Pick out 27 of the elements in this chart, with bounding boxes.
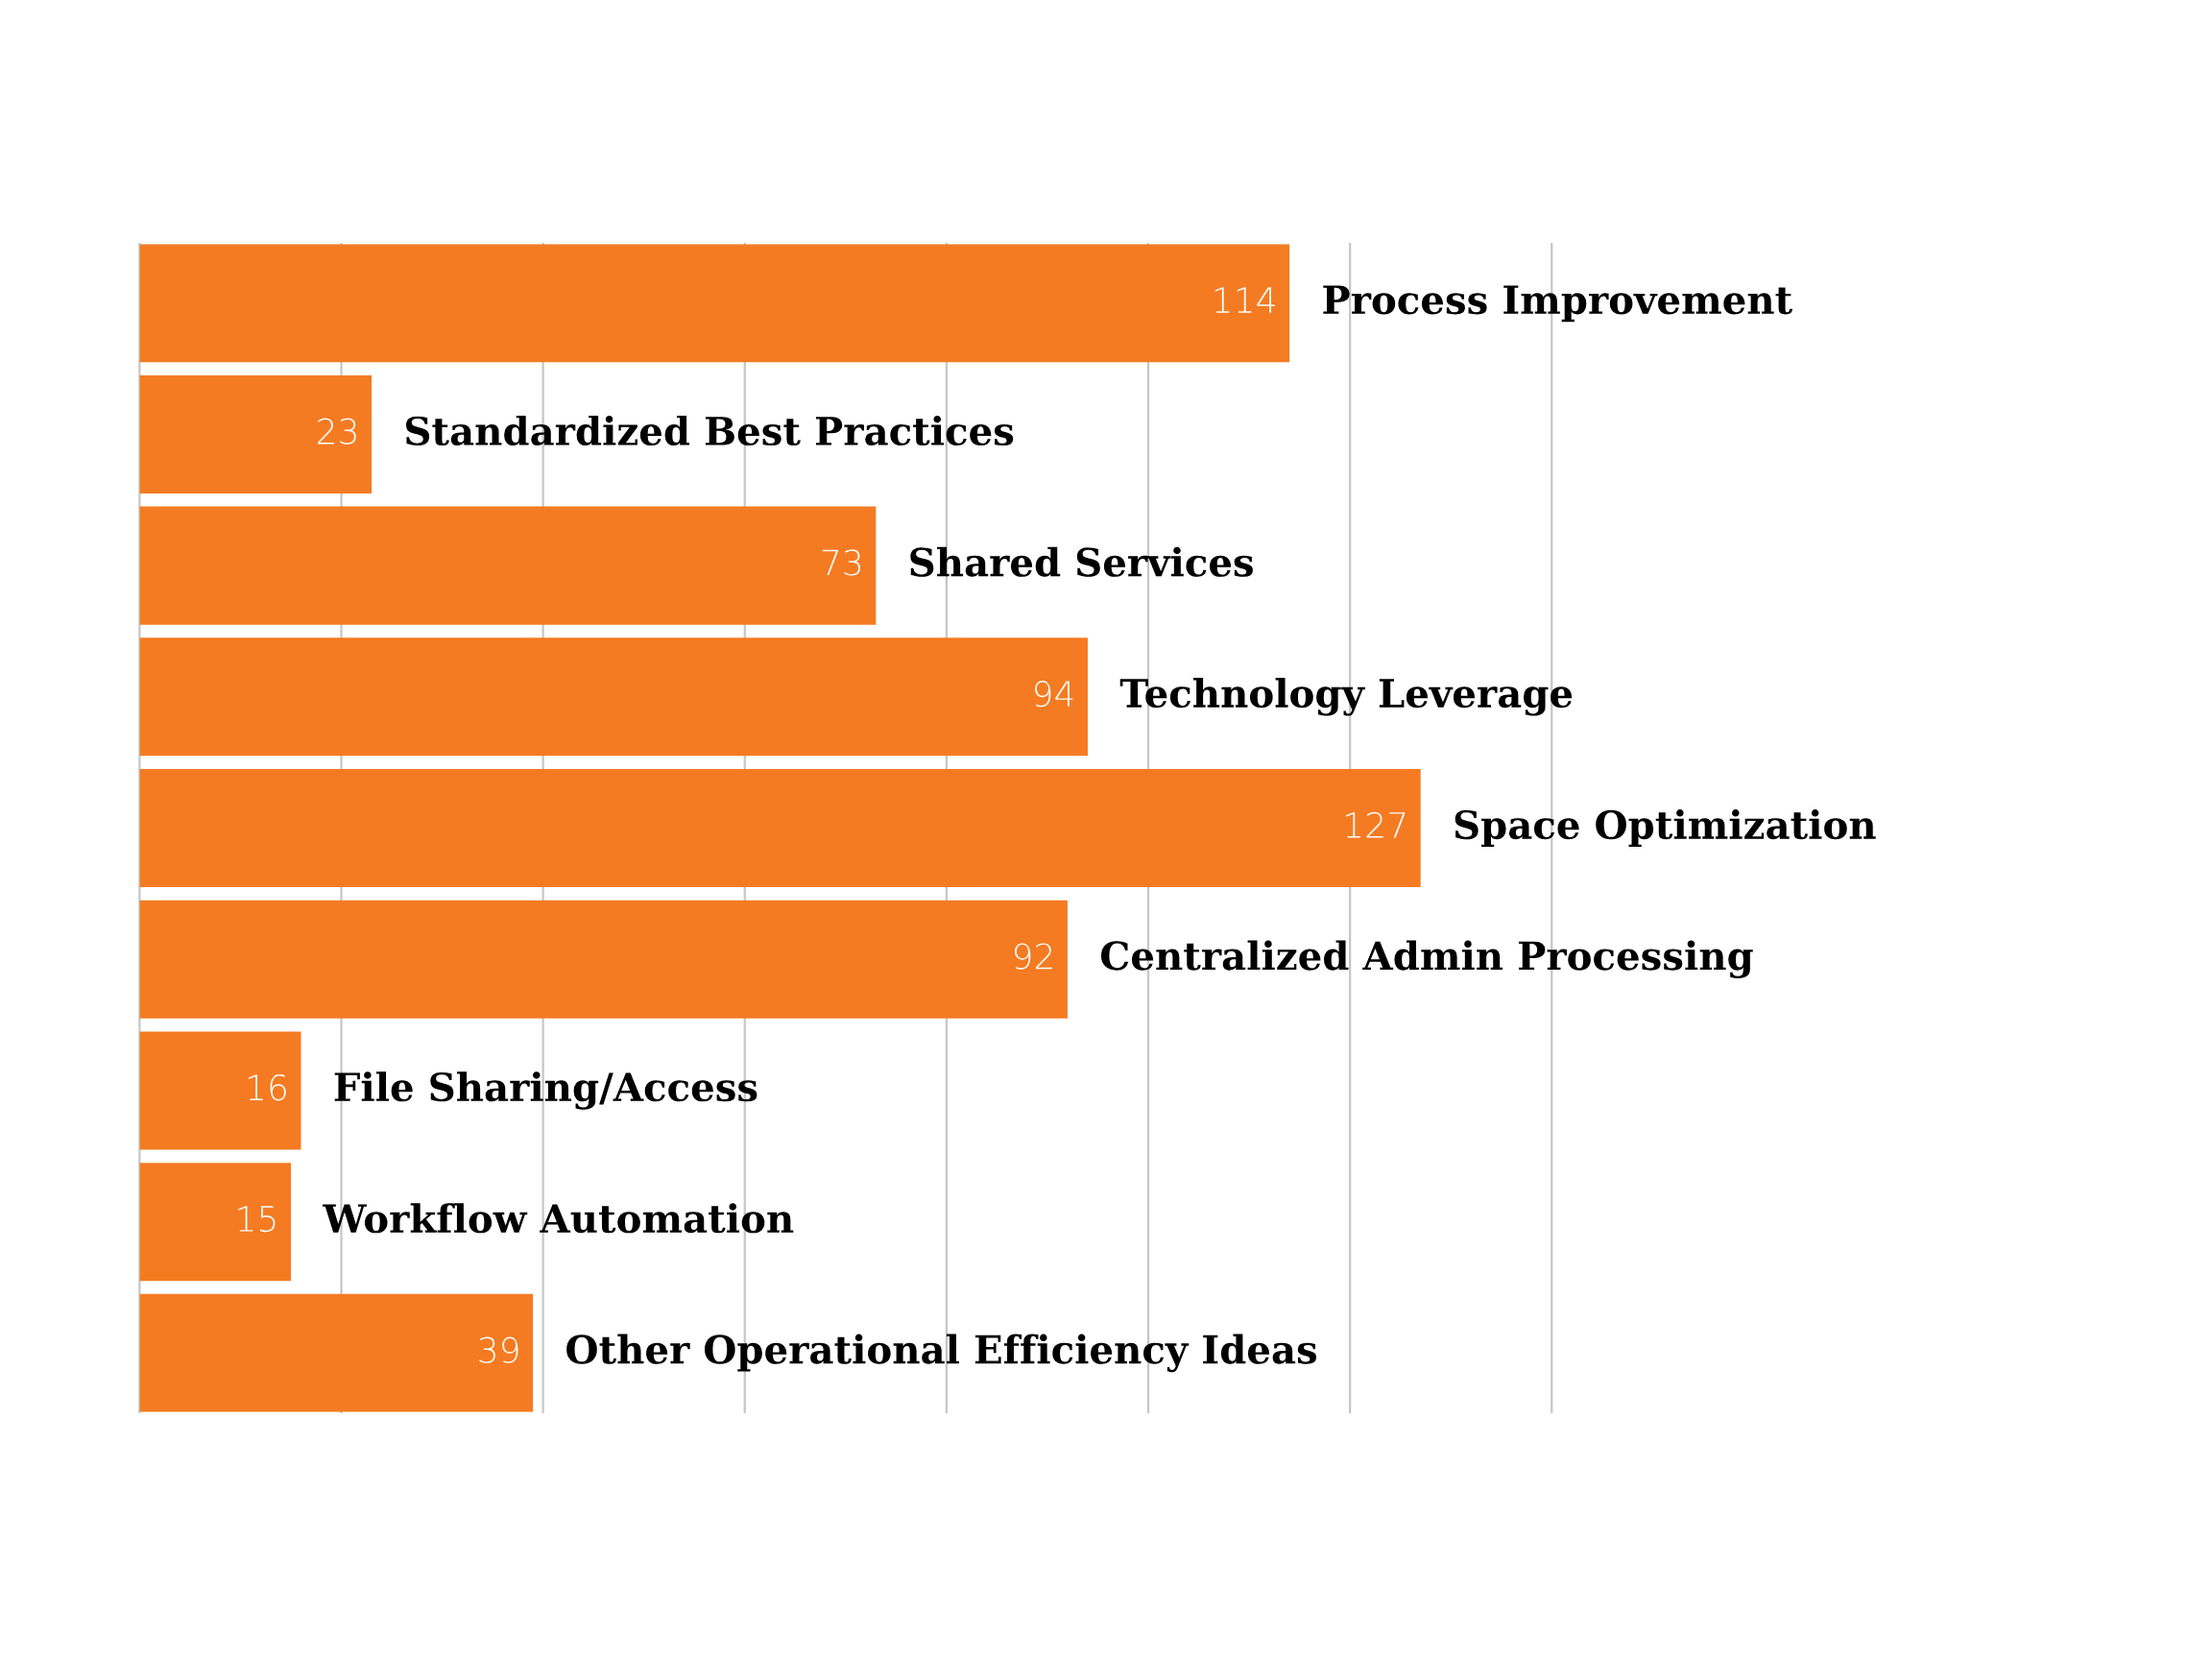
data-label: 16 xyxy=(249,1074,286,1101)
data-label: 94 xyxy=(1035,680,1073,708)
bar xyxy=(139,374,373,493)
data-label: 73 xyxy=(822,549,861,576)
y-tick-label: File Sharing/Access xyxy=(334,1071,757,1110)
bar xyxy=(139,900,1068,1019)
data-label: 127 xyxy=(1346,811,1406,838)
data-label: 39 xyxy=(479,1336,518,1363)
data-label: 114 xyxy=(1214,287,1275,313)
y-tick-label: Process Improvement xyxy=(1323,285,1792,323)
data-label: 23 xyxy=(318,418,356,445)
data-label: 15 xyxy=(238,1206,276,1233)
y-tick-label: Standardized Best Practices xyxy=(406,415,1014,446)
y-tick-label: Technology Leverage xyxy=(1119,678,1573,716)
y-tick-label: Other Operational Efficiency Ideas xyxy=(566,1334,1317,1373)
bar xyxy=(139,244,1290,363)
y-tick-label: Space Optimization xyxy=(1455,809,1876,848)
bar xyxy=(139,1031,301,1150)
bar xyxy=(139,637,1088,757)
bar xyxy=(139,1163,291,1282)
data-label: 92 xyxy=(1015,943,1052,970)
bar xyxy=(139,506,877,625)
y-tick-label: Centralized Admin Processing xyxy=(1100,940,1753,979)
y-tick-label: Workflow Automation xyxy=(322,1203,794,1234)
bar xyxy=(139,1293,534,1412)
bar xyxy=(139,769,1421,888)
y-tick-label: Shared Services xyxy=(910,546,1253,577)
